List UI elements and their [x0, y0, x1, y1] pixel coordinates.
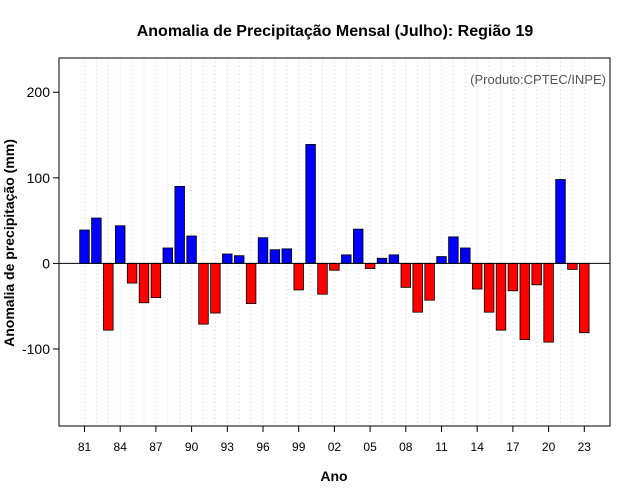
- bar-2014: [471, 262, 483, 290]
- y-tick-label: -100: [22, 341, 50, 357]
- x-tick-label: 23: [578, 440, 592, 454]
- x-tick-label: 05: [363, 440, 377, 454]
- bar-2021: [555, 179, 566, 264]
- bar-2016: [495, 262, 507, 331]
- bar-2018: [519, 262, 531, 340]
- bar-2004: [352, 228, 364, 264]
- bar-1983: [103, 262, 114, 331]
- bars-group: [79, 144, 590, 343]
- bar-2019: [531, 262, 542, 286]
- bar-2006: [376, 257, 388, 264]
- bar-1989: [174, 185, 185, 264]
- x-tick-label: 08: [399, 440, 413, 454]
- bar-2007: [388, 254, 400, 264]
- y-tick-label: 0: [42, 255, 50, 271]
- bar-2017: [507, 262, 519, 292]
- x-tick-label: 87: [149, 440, 163, 454]
- bar-1999: [293, 262, 304, 291]
- x-tick-label: 96: [256, 440, 270, 454]
- y-axis: -100 0 100 200: [22, 84, 59, 357]
- bar-2008: [400, 262, 412, 288]
- bar-1986: [138, 262, 150, 304]
- bar-1982: [91, 217, 102, 264]
- bar-2001: [317, 262, 328, 295]
- bar-1998: [281, 248, 293, 264]
- y-axis-label: Anomalia de precipitação (mm): [1, 139, 17, 347]
- y-tick-label: 200: [27, 84, 51, 100]
- x-tick-label: 90: [185, 440, 199, 454]
- bar-1991: [198, 262, 209, 325]
- bar-2015: [483, 262, 495, 313]
- bar-2011: [436, 256, 447, 264]
- bar-2009: [412, 262, 423, 313]
- bar-1988: [162, 247, 174, 264]
- x-tick-label: 11: [435, 440, 448, 454]
- bar-2005: [364, 262, 376, 269]
- x-tick-label: 93: [221, 440, 235, 454]
- bar-2010: [424, 262, 435, 301]
- grid-lines: [84, 58, 585, 426]
- bar-1985: [126, 262, 138, 284]
- bar-1990: [186, 235, 197, 264]
- bar-1987: [150, 262, 162, 299]
- bar-1995: [245, 262, 257, 305]
- bar-2022: [567, 262, 578, 270]
- chart-title: Anomalia de Precipitação Mensal (Julho):…: [137, 23, 534, 40]
- bar-2013: [460, 247, 471, 264]
- bar-1997: [269, 249, 281, 264]
- credit-text: (Produto:CPTEC/INPE): [470, 72, 606, 87]
- bar-1981: [79, 229, 90, 264]
- x-tick-label: 81: [78, 440, 92, 454]
- x-tick-label: 20: [542, 440, 556, 454]
- bar-2020: [543, 262, 554, 343]
- x-axis: 81 84 87 90 93 96 99 02 05 08 11 14 17 20 23: [78, 426, 591, 454]
- bar-2003: [341, 254, 352, 264]
- bar-2012: [448, 236, 459, 264]
- bar-1994: [233, 255, 245, 264]
- y-tick-label: 100: [27, 170, 51, 186]
- bar-1984: [115, 225, 126, 264]
- x-tick-label: 17: [506, 440, 520, 454]
- bar-2023: [579, 262, 590, 334]
- bar-2000: [305, 144, 316, 264]
- x-tick-label: 02: [328, 440, 342, 454]
- x-tick-label: 84: [114, 440, 128, 454]
- bar-2002: [329, 262, 340, 271]
- bar-1992: [210, 262, 221, 314]
- x-tick-label: 14: [471, 440, 485, 454]
- x-axis-label: Ano: [320, 468, 347, 484]
- bar-1993: [222, 253, 233, 264]
- bar-1996: [257, 237, 269, 264]
- x-tick-label: 99: [292, 440, 306, 454]
